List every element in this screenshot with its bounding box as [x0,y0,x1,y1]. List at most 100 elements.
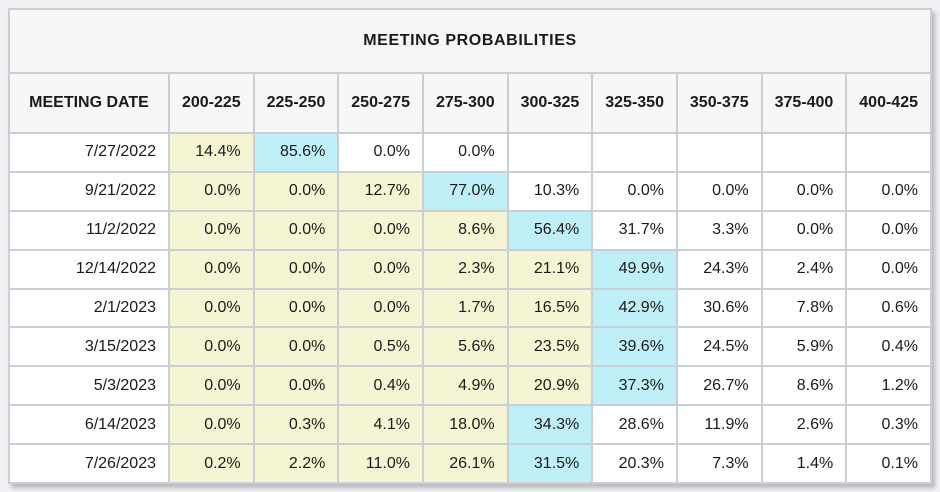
probability-cell: 8.6% [421,209,509,251]
rate-range-header: 250-275 [337,72,424,134]
probability-cell: 39.6% [591,326,678,368]
meeting-date-cell: 7/26/2023 [8,443,170,484]
probability-cell: 0.0% [760,209,848,251]
probability-cell: 7.8% [760,287,848,329]
table-row: 9/21/2022 0.0% 0.0% 12.7% 77.0% 10.3% 0.0% 0.0%… [8,170,932,212]
probability-cell: 42.9% [591,287,678,329]
probability-cell: 16.5% [506,287,594,329]
probability-cell: 20.3% [591,443,678,484]
table-row: 3/15/2023 0.0% 0.0% 0.5% 5.6% 23.5% 39.6% 24.5%… [8,326,932,368]
table-row: 5/3/2023 0.0% 0.0% 0.4% 4.9% 20.9% 37.3% 26.7% 8… [8,365,932,407]
probability-cell: 1.2% [845,365,932,407]
table-row: 12/14/2022 0.0% 0.0% 0.0% 2.3% 21.1% 49.9% 24.3… [8,248,932,290]
probability-cell: 21.1% [506,248,594,290]
probability-cell: 0.0% [845,170,932,212]
probability-cell: 10.3% [506,170,594,212]
probability-cell: 4.9% [421,365,509,407]
probability-cell: 31.5% [506,443,594,484]
probability-cell: 24.3% [675,248,763,290]
probability-cell: 28.6% [591,404,678,445]
meeting-date-cell: 5/3/2023 [8,365,170,407]
probability-cell: 2.6% [760,404,848,445]
probability-cell: 0.0% [337,132,424,173]
probability-cell: 14.4% [168,132,255,173]
probability-cell [845,132,932,173]
probability-cell: 37.3% [591,365,678,407]
probability-cell: 0.3% [252,404,340,445]
rate-range-header: 225-250 [252,72,340,134]
probability-cell: 30.6% [675,287,763,329]
rate-range-header: 200-225 [168,72,255,134]
probability-cell: 1.7% [421,287,509,329]
probability-cell: 7.3% [675,443,763,484]
probability-cell: 2.4% [760,248,848,290]
probability-cell: 0.0% [845,209,932,251]
probability-cell: 0.0% [845,248,932,290]
rate-range-header: 275-300 [421,72,509,134]
rate-range-header: 325-350 [591,72,678,134]
probability-cell: 34.3% [506,404,594,445]
probability-cell [675,132,763,173]
probability-cell [760,132,848,173]
probability-cell: 26.1% [421,443,509,484]
probability-cell: 11.9% [675,404,763,445]
table-row: 2/1/2023 0.0% 0.0% 0.0% 1.7% 16.5% 42.9% 30.6% 7… [8,287,932,329]
probability-cell: 4.1% [337,404,424,445]
meeting-date-cell: 3/15/2023 [8,326,170,368]
rate-range-header: 350-375 [675,72,763,134]
probability-cell: 0.0% [252,365,340,407]
probability-cell: 8.6% [760,365,848,407]
probability-cell: 26.7% [675,365,763,407]
probability-cell: 0.4% [337,365,424,407]
probability-cell [591,132,678,173]
probability-cell: 0.0% [168,365,255,407]
probability-cell: 23.5% [506,326,594,368]
table-header-row: MEETING DATE 200-225 225-250 250-275 275-300… [8,72,932,134]
probability-cell: 0.0% [168,404,255,445]
table-row: 7/26/2023 0.2% 2.2% 11.0% 26.1% 31.5% 20.3% 7.3… [8,443,932,484]
probability-cell: 0.0% [168,248,255,290]
probability-cell: 0.0% [168,287,255,329]
meeting-date-header: MEETING DATE [8,72,170,134]
probability-cell: 0.0% [337,209,424,251]
probability-cell: 0.0% [252,248,340,290]
probability-cell: 5.9% [760,326,848,368]
table-row: 11/2/2022 0.0% 0.0% 0.0% 8.6% 56.4% 31.7% 3.3% 0… [8,209,932,251]
probability-cell: 0.0% [760,170,848,212]
probability-cell: 1.4% [760,443,848,484]
probability-cell: 0.0% [421,132,509,173]
table-title: MEETING PROBABILITIES [8,8,932,74]
probability-cell: 0.0% [337,248,424,290]
meeting-date-cell: 11/2/2022 [8,209,170,251]
probability-cell: 0.0% [252,326,340,368]
probability-cell: 3.3% [675,209,763,251]
probability-cell: 5.6% [421,326,509,368]
table-row: 6/14/2023 0.0% 0.3% 4.1% 18.0% 34.3% 28.6% 11.9… [8,404,932,445]
probability-cell: 18.0% [421,404,509,445]
probability-cell: 0.4% [845,326,932,368]
probability-cell: 0.2% [168,443,255,484]
probability-cell: 2.3% [421,248,509,290]
probability-cell: 0.1% [845,443,932,484]
probability-cell: 0.0% [591,170,678,212]
meeting-date-cell: 9/21/2022 [8,170,170,212]
probability-cell: 0.0% [252,170,340,212]
probability-cell: 0.0% [675,170,763,212]
probability-cell: 0.0% [252,287,340,329]
table-title-row: MEETING PROBABILITIES [8,8,932,74]
probability-cell: 11.0% [337,443,424,484]
probability-cell: 0.0% [168,209,255,251]
table-row: 7/27/2022 14.4% 85.6% 0.0% 0.0% [8,132,932,173]
meeting-date-cell: 7/27/2022 [8,132,170,173]
meeting-probabilities-table: MEETING PROBABILITIES MEETING DATE 200-22… [8,8,932,484]
probability-cell: 12.7% [337,170,424,212]
probability-cell: 24.5% [675,326,763,368]
table-body: 7/27/2022 14.4% 85.6% 0.0% 0.0% 9/21/2022 0.0%… [8,132,932,484]
probability-cell: 31.7% [591,209,678,251]
probability-cell: 56.4% [506,209,594,251]
probability-cell: 0.5% [337,326,424,368]
probability-cell: 0.6% [845,287,932,329]
probability-cell: 0.0% [168,326,255,368]
meeting-date-cell: 12/14/2022 [8,248,170,290]
